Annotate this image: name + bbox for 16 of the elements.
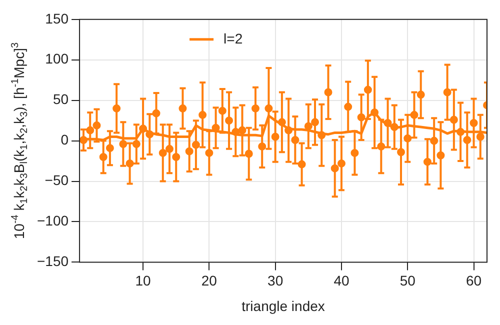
x-axis-title: triangle index (242, 298, 325, 314)
x-tick-label: 10 (135, 272, 152, 288)
x-tick-label: 30 (268, 272, 284, 288)
y-tick-label: 100 (45, 50, 69, 67)
y-tick-label: −100 (36, 212, 69, 229)
x-tick-label: 20 (201, 272, 218, 288)
x-tick-label: 40 (334, 272, 350, 288)
y-tick-label: 0 (60, 132, 69, 148)
y-tick-label: 50 (52, 91, 69, 108)
text: 10-4 k1k2k3Bl(k1,k2,k3), [h-1Mpc]3 (10, 42, 30, 240)
y-tick-label: 150 (45, 10, 69, 26)
legend-label: l=2 (224, 30, 243, 46)
x-tick-label: 60 (466, 272, 482, 288)
y-tick-label: −50 (44, 172, 69, 188)
x-tick-label: 50 (400, 272, 416, 288)
y-tick-label: −150 (36, 253, 69, 270)
